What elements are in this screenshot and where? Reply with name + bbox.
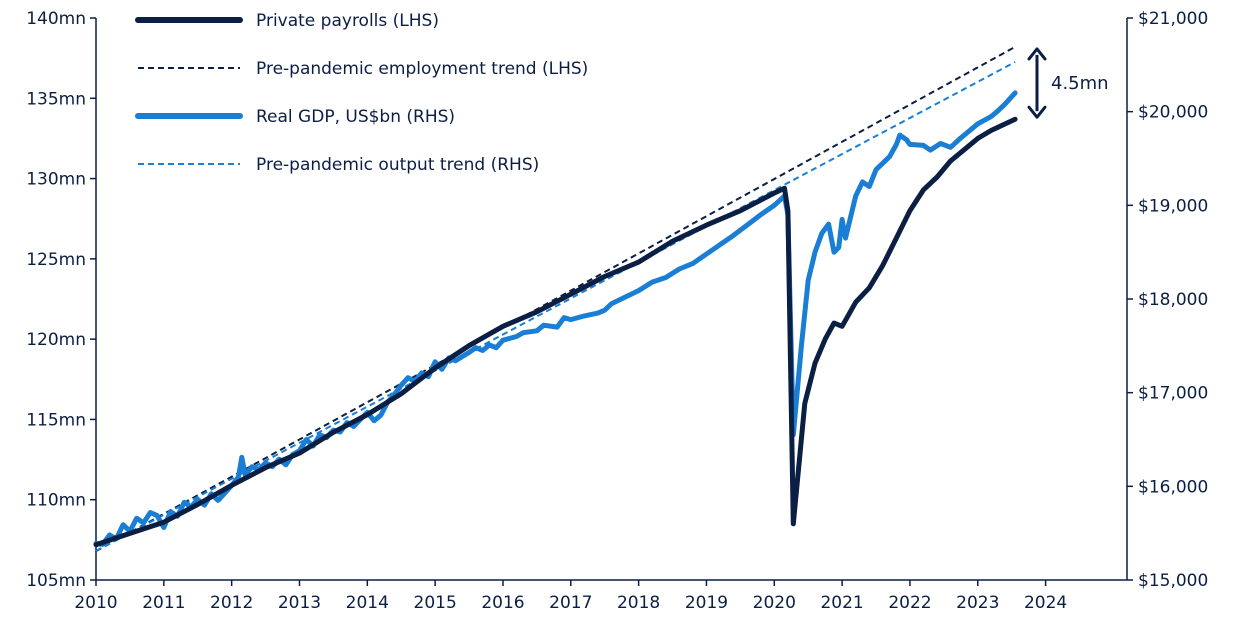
x-tick-label: 2024	[1024, 593, 1067, 613]
x-tick-label: 2017	[549, 593, 592, 613]
series-line-1	[95, 46, 1016, 552]
x-tick-label: 2014	[346, 593, 389, 613]
y-left-tick-label: 140mn	[26, 9, 86, 29]
gap-arrow-head-bottom	[1027, 105, 1047, 119]
y-right-tick-label: $21,000	[1138, 9, 1208, 29]
x-tick-label: 2018	[617, 593, 660, 613]
series-line-0	[93, 116, 1018, 548]
legend-label: Pre-pandemic output trend (RHS)	[256, 155, 539, 175]
series-line-3	[95, 61, 1016, 552]
x-tick-label: 2013	[278, 593, 321, 613]
series-line-2	[93, 90, 1018, 547]
y-left-tick-label: 135mn	[26, 89, 86, 109]
x-tick-label: 2023	[956, 593, 999, 613]
x-tick-label: 2019	[685, 593, 728, 613]
y-right-tick-label: $15,000	[1138, 571, 1208, 591]
y-left-tick-label: 130mn	[26, 170, 86, 190]
y-left-tick-label: 110mn	[26, 491, 86, 511]
x-tick-label: 2010	[74, 593, 117, 613]
axes: 105mn 110mn 115mn 120mn 125mn 130mn 135mn 140mn…	[26, 9, 1208, 613]
y-right-tick-label: $17,000	[1138, 384, 1208, 404]
y-right-tick-label: $20,000	[1138, 103, 1208, 123]
y-right-tick-label: $18,000	[1138, 290, 1208, 310]
x-tick-label: 2012	[210, 593, 253, 613]
x-tick-label: 2011	[142, 593, 185, 613]
x-tick-label: 2022	[888, 593, 931, 613]
y-left-tick-label: 105mn	[26, 571, 86, 591]
legend: Private payrolls (LHS) Pre-pandemic emplo…	[135, 11, 588, 175]
series-lines	[93, 46, 1018, 552]
y-left-tick-label: 125mn	[26, 250, 86, 270]
y-right-tick-label: $16,000	[1138, 477, 1208, 497]
y-left-tick-label: 120mn	[26, 330, 86, 350]
legend-label: Real GDP, US$bn (RHS)	[256, 107, 455, 127]
x-tick-label: 2020	[753, 593, 796, 613]
x-tick-label: 2021	[820, 593, 863, 613]
x-tick-label: 2016	[481, 593, 524, 613]
gap-annotation: 4.5mn	[1027, 47, 1109, 119]
gap-arrow-head-top	[1027, 47, 1047, 61]
legend-label: Pre-pandemic employment trend (LHS)	[256, 59, 588, 79]
y-left-tick-label: 115mn	[26, 410, 86, 430]
y-right-tick-label: $19,000	[1138, 196, 1208, 216]
gap-annotation-label: 4.5mn	[1051, 73, 1109, 94]
legend-label: Private payrolls (LHS)	[256, 11, 439, 31]
x-tick-label: 2015	[414, 593, 457, 613]
